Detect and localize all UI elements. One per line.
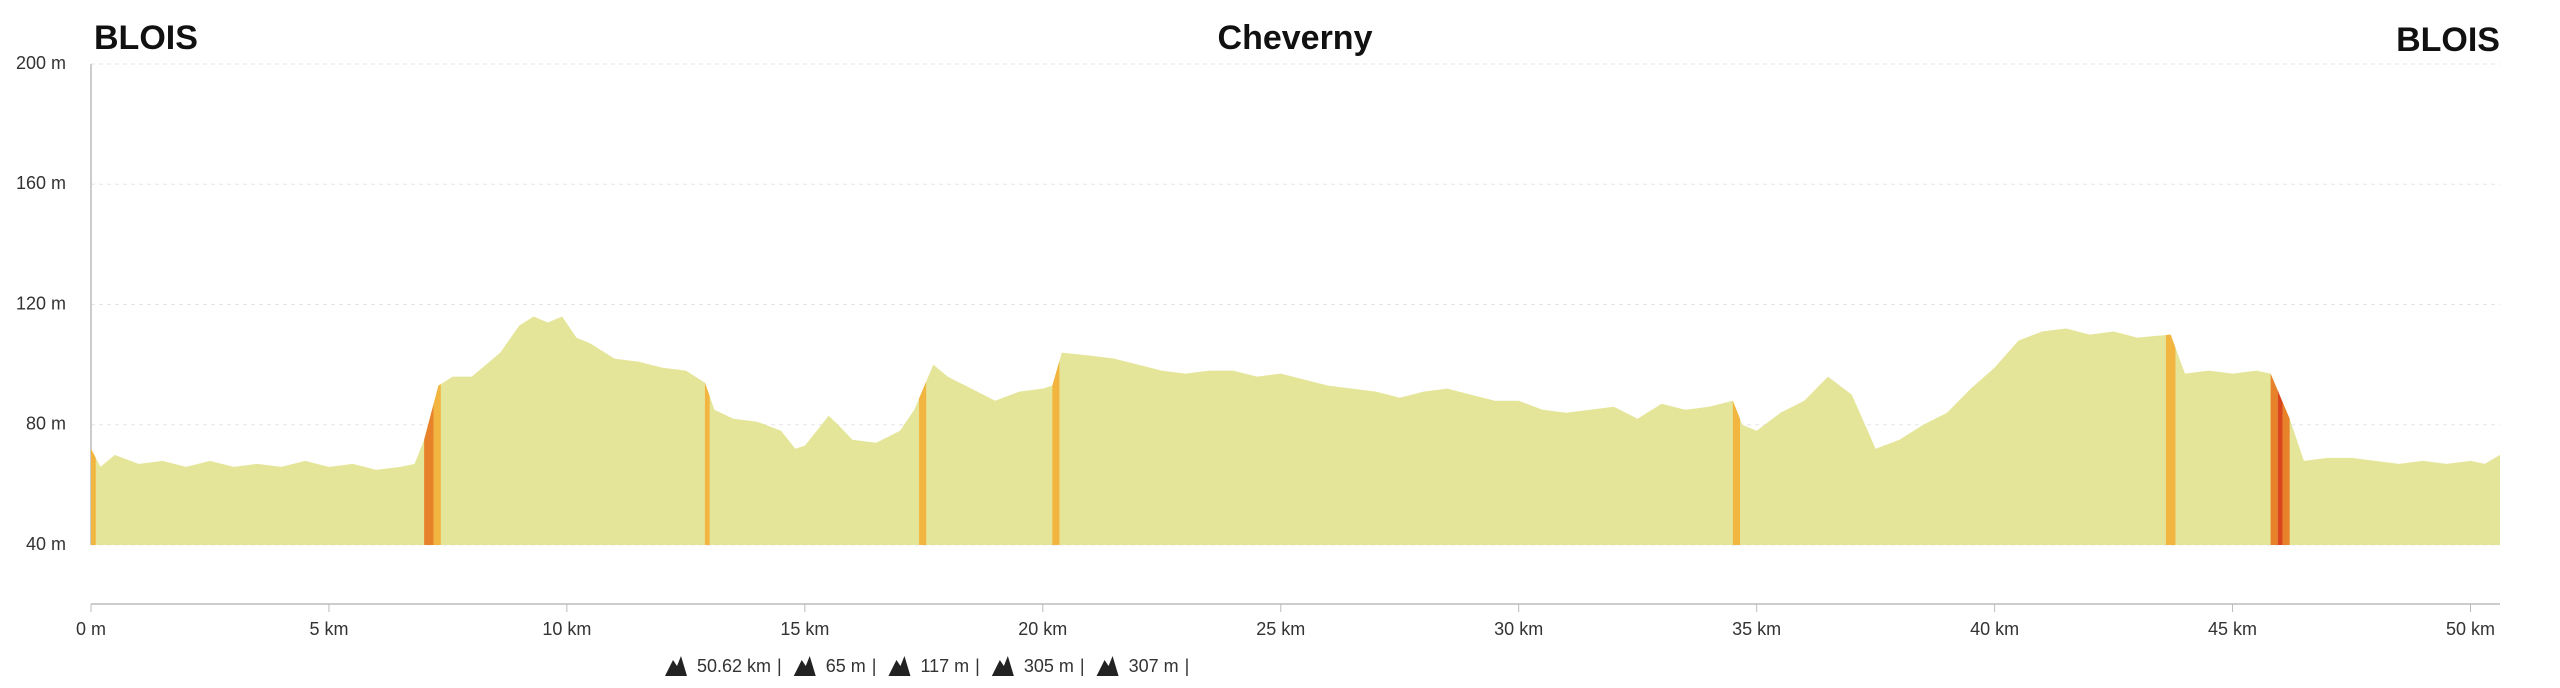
mid-label: Cheverny	[1218, 19, 1373, 57]
y-tick-label: 160 m	[16, 173, 66, 193]
x-tick-label: 15 km	[780, 619, 829, 639]
x-tick-label: 35 km	[1732, 619, 1781, 639]
grade-segment	[2282, 401, 2290, 545]
y-tick-label: 120 m	[16, 293, 66, 313]
stat-icon	[888, 656, 911, 676]
grade-segment	[704, 382, 710, 545]
x-tick-label: 40 km	[1970, 619, 2019, 639]
grade-segment	[1052, 360, 1060, 545]
stat-icon	[1096, 656, 1119, 676]
x-tick-label: 5 km	[309, 619, 348, 639]
stat-value: 50.62 km	[697, 656, 771, 676]
x-tick-label: 20 km	[1018, 619, 1067, 639]
x-tick-label: 0 m	[76, 619, 106, 639]
x-tick-label: 50 km	[2446, 619, 2495, 639]
stat-value: 307 m	[1129, 656, 1179, 676]
start-label: BLOIS	[94, 19, 198, 57]
end-label: BLOIS	[2396, 21, 2500, 59]
y-tick-label: 80 m	[26, 414, 66, 434]
x-tick-label: 25 km	[1256, 619, 1305, 639]
x-tick-label: 10 km	[542, 619, 591, 639]
stat-icon	[665, 656, 687, 676]
y-tick-label: 200 m	[16, 53, 66, 73]
stat-separator: |	[975, 656, 980, 676]
x-tick-label: 45 km	[2208, 619, 2257, 639]
grade-segment	[433, 384, 441, 545]
elevation-area	[91, 316, 2500, 545]
y-tick-label: 40 m	[26, 534, 66, 554]
stat-icon	[991, 656, 1014, 676]
x-tick-label: 30 km	[1494, 619, 1543, 639]
grade-segment	[424, 403, 434, 545]
stat-value: 117 m	[920, 656, 969, 676]
stat-value: 305 m	[1024, 656, 1074, 676]
stat-separator: |	[1080, 656, 1085, 676]
stat-value: 65 m	[826, 656, 866, 676]
grade-segment	[1732, 400, 1740, 545]
grade-segment	[2270, 373, 2278, 545]
stat-separator: |	[777, 656, 782, 676]
stat-separator: |	[872, 656, 877, 676]
stat-icon	[793, 656, 816, 676]
grade-segment	[91, 448, 96, 545]
stat-separator: |	[1185, 656, 1190, 676]
grade-segment	[2165, 334, 2176, 545]
grade-segment	[919, 381, 927, 545]
grade-segment	[2277, 390, 2283, 545]
